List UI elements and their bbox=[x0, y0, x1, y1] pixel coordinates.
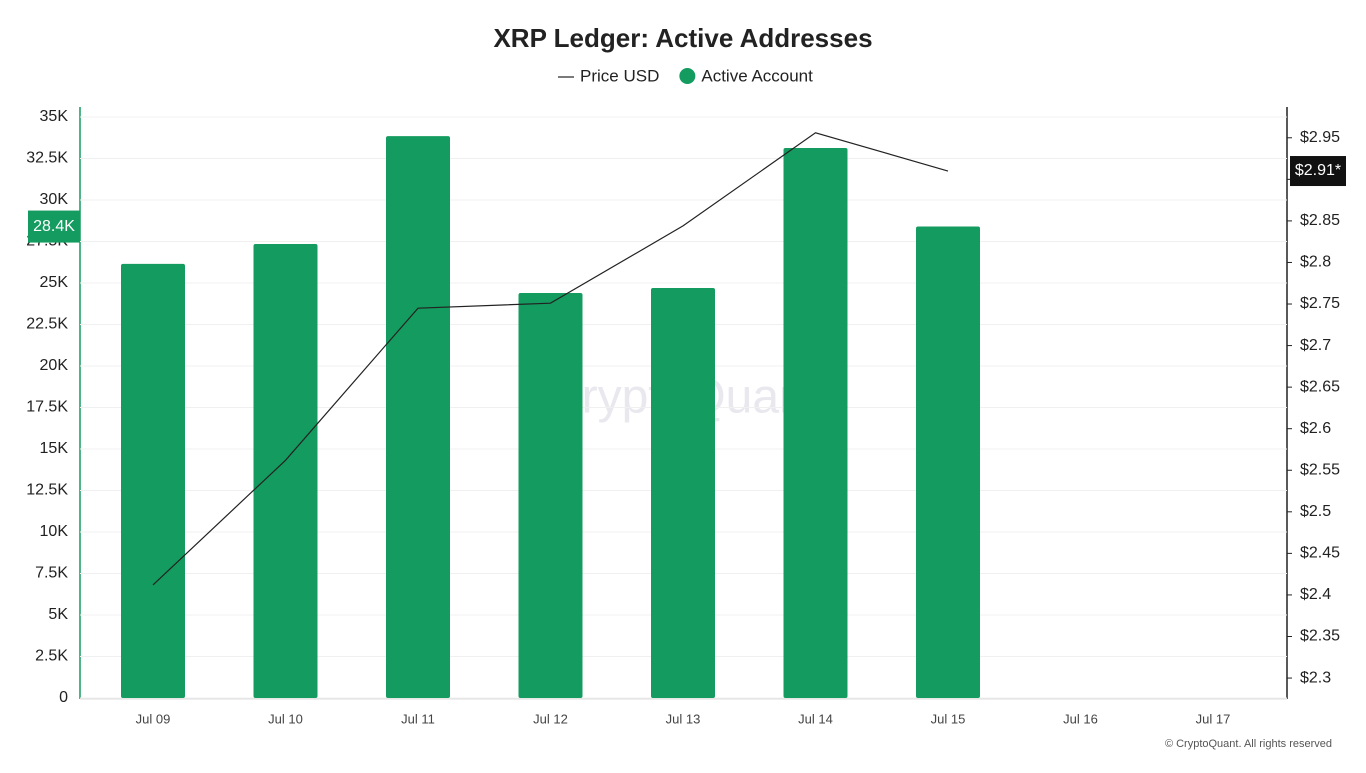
y2-tick-label: $2.65 bbox=[1300, 378, 1340, 395]
y2-tick-label: $2.55 bbox=[1300, 461, 1340, 478]
chart-title: XRP Ledger: Active Addresses bbox=[493, 23, 872, 53]
y2-tick-label: $2.4 bbox=[1300, 586, 1331, 603]
y2-tick-label: $2.8 bbox=[1300, 254, 1331, 271]
y2-tick-label: $2.95 bbox=[1300, 129, 1340, 146]
legend-label: Active Account bbox=[701, 66, 813, 85]
y-tick-label: 15K bbox=[40, 440, 69, 457]
y2-tick-label: $2.45 bbox=[1300, 545, 1340, 562]
x-tick-label: Jul 12 bbox=[533, 711, 568, 726]
y-tick-label: 22.5K bbox=[26, 316, 68, 333]
y-tick-label: 5K bbox=[48, 606, 68, 623]
bar bbox=[518, 292, 583, 698]
price-line bbox=[152, 132, 949, 586]
y-tick-label: 12.5K bbox=[26, 482, 68, 499]
value-tag bbox=[1290, 156, 1346, 187]
x-tick-label: Jul 16 bbox=[1063, 711, 1098, 726]
y-tick-label: 32.5K bbox=[26, 150, 68, 167]
y-tick-label: 30K bbox=[40, 191, 69, 208]
y2-tick-label: $2.85 bbox=[1300, 212, 1340, 229]
bar bbox=[916, 226, 980, 698]
y-tick-label: 35K bbox=[40, 108, 69, 125]
bar bbox=[386, 136, 450, 699]
y2-tick-label: $2.6 bbox=[1300, 420, 1331, 437]
y2-tick-label: $2.7 bbox=[1300, 337, 1331, 354]
x-tick-label: Jul 09 bbox=[136, 711, 171, 726]
y-tick-label: 20K bbox=[40, 357, 69, 374]
value-tag bbox=[28, 210, 80, 243]
x-tick-label: Jul 10 bbox=[268, 711, 303, 726]
value-tag-label: $2.91* bbox=[1295, 162, 1341, 179]
bar bbox=[651, 287, 715, 698]
y-tick-label: 25K bbox=[40, 274, 69, 291]
x-tick-label: Jul 13 bbox=[666, 711, 701, 726]
y2-tick-label: $2.75 bbox=[1300, 295, 1340, 312]
y-tick-label: 10K bbox=[40, 523, 69, 540]
y-tick-label: 17.5K bbox=[26, 399, 68, 416]
x-tick-label: Jul 15 bbox=[931, 711, 966, 726]
bar bbox=[783, 148, 848, 699]
y2-tick-label: $2.3 bbox=[1300, 669, 1331, 686]
x-tick-label: Jul 11 bbox=[401, 711, 435, 726]
bar bbox=[121, 263, 185, 698]
x-tick-label: Jul 14 bbox=[798, 711, 833, 726]
y-tick-label: 2.5K bbox=[35, 648, 68, 665]
value-tag-label: 28.4K bbox=[33, 218, 75, 235]
y-tick-label: 7.5K bbox=[35, 565, 68, 582]
y2-tick-label: $2.35 bbox=[1300, 628, 1340, 645]
y2-tick-label: $2.5 bbox=[1300, 503, 1331, 520]
legend-swatch bbox=[679, 68, 696, 84]
x-tick-label: Jul 17 bbox=[1196, 711, 1231, 726]
bar bbox=[253, 243, 318, 699]
legend-label: Price USD bbox=[580, 66, 659, 85]
y-tick-label: 0 bbox=[59, 689, 68, 706]
footer: © CryptoQuant. All rights reserved bbox=[1165, 738, 1332, 750]
